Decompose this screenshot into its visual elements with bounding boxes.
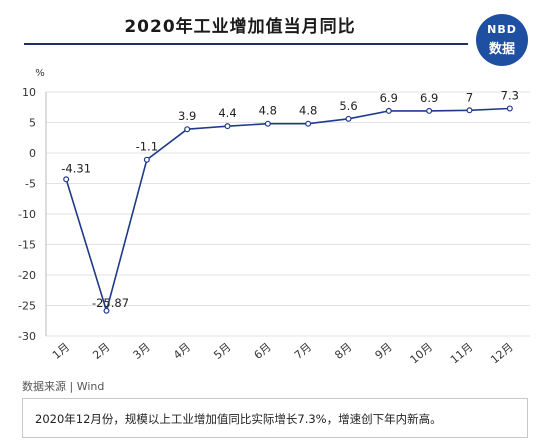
data-label: -1.1 [136, 140, 158, 154]
data-point [103, 307, 110, 314]
data-point [224, 123, 231, 130]
x-tick-label: 7月 [292, 340, 314, 362]
y-axis-unit: % [35, 68, 45, 79]
x-tick-label: 11月 [448, 340, 476, 366]
data-point [345, 115, 352, 122]
data-label: 7 [466, 90, 473, 104]
y-tick-label: 0 [29, 147, 36, 160]
nbd-logo-icon: NBD 数据 [476, 14, 528, 66]
data-point [184, 126, 191, 133]
data-point [466, 107, 473, 114]
data-label: -4.31 [61, 161, 91, 175]
y-tick-label: -10 [18, 208, 36, 221]
y-tick-label: 5 [29, 117, 36, 130]
logo-text-top: NBD [487, 23, 517, 36]
data-point [385, 107, 392, 114]
x-tick-label: 4月 [171, 340, 193, 362]
data-point [426, 107, 433, 114]
data-label: 4.8 [299, 104, 317, 118]
y-tick-label: 10 [22, 86, 36, 99]
data-label: 5.6 [339, 99, 357, 113]
data-label: 7.3 [501, 88, 519, 102]
data-label: -25.87 [92, 296, 129, 310]
y-tick-label: -15 [18, 239, 36, 252]
y-tick-label: -30 [18, 330, 36, 343]
chart-note: 2020年12月份，规模以上工业增加值同比实际增长7.3%，增速创下年内新高。 [35, 412, 442, 426]
x-tick-label: 1月 [50, 340, 72, 362]
data-point [506, 105, 513, 112]
x-tick-label: 2月 [90, 340, 112, 362]
data-point [264, 120, 271, 127]
line-chart: % 10 5 0 -5 -10 -15 -20 -25 -30 1月 2月 3月 4月 5月 6月 7月 8月 9月… [18, 68, 530, 366]
header: 2020年工业增加值当月同比 NBD 数据 [0, 0, 550, 66]
series-line [65, 107, 510, 314]
y-tick-label: -20 [18, 269, 36, 282]
data-label: 3.9 [178, 109, 196, 123]
x-tick-label: 12月 [488, 340, 516, 366]
y-tick-label: -5 [25, 178, 36, 191]
note-box: 2020年12月份，规模以上工业增加值同比实际增长7.3%，增速创下年内新高。 [22, 398, 528, 438]
x-tick-label: 5月 [211, 340, 233, 362]
x-tick-label: 6月 [252, 340, 274, 362]
data-label: 4.8 [259, 104, 277, 118]
title-underline [24, 43, 468, 45]
x-tick-label: 8月 [332, 340, 354, 362]
x-tick-label: 3月 [131, 340, 153, 362]
data-source: 数据来源 | Wind [22, 380, 105, 393]
x-tick-label: 9月 [373, 340, 395, 362]
data-label: 6.9 [420, 91, 438, 105]
data-point [305, 120, 312, 127]
logo-text-bottom: 数据 [488, 42, 515, 57]
data-point [143, 156, 150, 163]
y-tick-label: -25 [18, 300, 36, 313]
data-point [63, 176, 70, 183]
data-label: 4.4 [218, 106, 236, 120]
data-label: 6.9 [380, 91, 398, 105]
chart-title: 2020年工业增加值当月同比 [124, 17, 356, 37]
x-tick-label: 10月 [408, 340, 436, 366]
